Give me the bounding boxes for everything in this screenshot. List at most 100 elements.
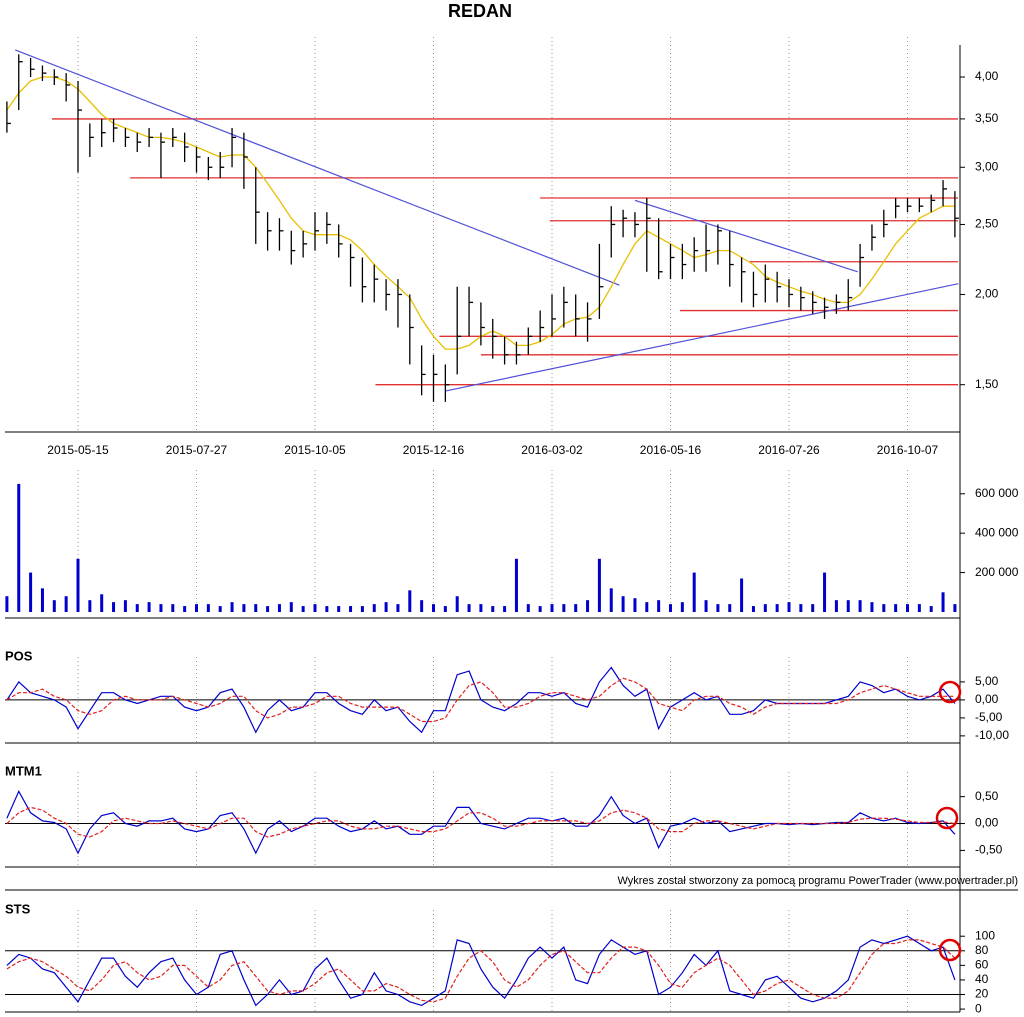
volume-bar [325,606,329,612]
volume-bar [645,602,649,612]
volume-bar [562,604,566,612]
volume-bar [88,600,92,612]
panel-title: STS [5,901,31,916]
volume-bar [586,600,590,612]
indicator-line [6,666,956,734]
volume-bar [230,602,234,612]
volume-bar [40,588,44,612]
volume-bar [100,594,104,612]
volume-bar [775,604,779,612]
volume-bar [657,600,661,612]
volume-bar [455,596,459,612]
volume-bar [64,596,68,612]
y-tick-label: 100 [975,928,995,942]
y-tick-label: -10,00 [975,728,1009,742]
volume-bar [396,604,400,612]
volume-bar [763,604,767,612]
volume-bar [728,604,732,612]
volume-bar [266,606,270,612]
volume-bar [503,606,507,612]
volume-bar [408,590,412,612]
volume-bar [301,606,305,612]
x-tick-label: 2015-12-16 [403,443,465,457]
y-tick-label: 1,50 [975,377,999,391]
volume-bar [882,604,886,612]
panel-title: POS [5,648,33,663]
volume-bar [171,604,175,612]
x-tick-label: 2016-10-07 [877,443,939,457]
volume-bar [313,604,317,612]
volume-bar [941,592,945,612]
y-tick-label: 3,00 [975,159,999,173]
y-tick-label: 0,00 [975,692,999,706]
y-tick-label: 200 000 [975,565,1019,579]
volume-bar [289,602,293,612]
volume-bar [420,600,424,612]
panel-title: MTM1 [5,763,42,778]
volume-bar [894,604,898,612]
y-tick-label: 2,00 [975,287,999,301]
volume-bar [76,558,80,612]
volume-bar [277,604,281,612]
volume-bar [799,604,803,612]
volume-bar [633,598,637,612]
indicator-line [6,806,955,838]
y-tick-label: 0,50 [975,789,999,803]
volume-bar [716,604,720,612]
volume-bar [432,604,435,612]
volume-bar [467,604,471,612]
volume-bar [159,604,163,612]
volume-bar [751,606,755,612]
x-tick-label: 2016-07-26 [758,443,820,457]
y-tick-label: 600 000 [975,486,1019,500]
volume-bar [195,604,198,612]
footer: Wykres został stworzony za pomocą progra… [617,875,1018,887]
y-tick-label: 40 [975,972,989,986]
volume-bar [621,596,625,612]
volume-bar [337,606,341,612]
volume-bar [574,604,578,612]
indicator-line [6,939,956,1003]
volume-bar [846,600,850,612]
volume-bar [538,606,542,612]
volume-bar [858,600,862,612]
y-tick-label: 0 [975,1001,982,1015]
volume-bar [206,604,210,612]
y-tick-label: 5,00 [975,674,999,688]
volume-bar [811,604,815,612]
trend-line [14,49,620,286]
marks: 2015-05-15 2015-07-27 2015-10-05 2015-12-16… [5,1,1019,1015]
volume-bar [254,604,258,612]
volume-bar [526,604,530,612]
chart-title: REDAN [448,1,512,21]
y-tick-label: -0,50 [975,843,1003,857]
volume-bar [135,604,139,612]
volume-bar [953,604,957,612]
volume-bar [870,602,874,612]
volume-bar [384,602,388,612]
y-tick-label: 20 [975,987,989,1001]
volume-bar [740,578,744,612]
frame [5,45,1018,1013]
y-tick-label: 3,50 [975,111,999,125]
volume-bar [787,602,791,612]
highlight-circles [935,680,962,962]
volume-bar [550,604,554,612]
volume-bar [5,596,9,612]
volume-bar [823,572,827,612]
y-tick-label: 400 000 [975,525,1019,539]
x-tick-label: 2015-05-15 [47,443,109,457]
volume-bar [669,604,672,612]
indicator-line [6,935,956,1007]
volume-bar [372,604,376,612]
volume-bar [609,588,613,612]
volume-bar [29,572,33,612]
volume-bar [906,604,909,612]
volume-bar [52,600,56,612]
volume-bar [218,606,222,612]
volume-bar [680,602,684,612]
x-tick-label: 2015-07-27 [166,443,228,457]
volume-bar [183,606,187,612]
